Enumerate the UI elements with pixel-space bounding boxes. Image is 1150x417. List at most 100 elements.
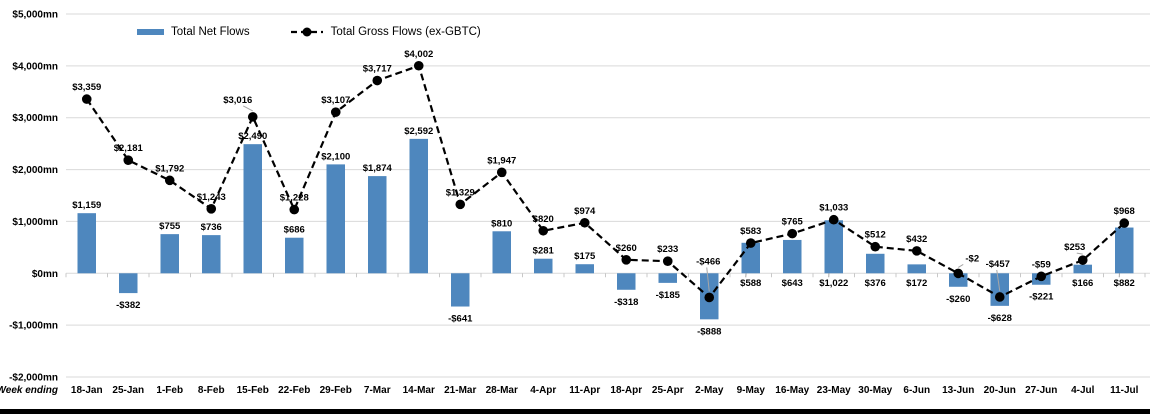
x-axis-tick-label: 23-May xyxy=(817,385,851,396)
marker-23-May[interactable] xyxy=(828,214,839,225)
bar-label: -$221 xyxy=(1029,292,1054,303)
x-axis-tick-label: 13-Jun xyxy=(942,385,974,396)
legend-item-total-net-flows[interactable]: Total Net Flows xyxy=(137,26,250,38)
bar-21-Mar[interactable] xyxy=(451,273,470,307)
marker-2-May[interactable] xyxy=(704,292,715,303)
x-axis-tick-label: 18-Apr xyxy=(610,385,642,396)
marker-18-Jan[interactable] xyxy=(81,94,92,104)
line-label-leader xyxy=(996,269,1001,292)
marker-1-Feb[interactable] xyxy=(164,175,175,186)
bar-23-May[interactable] xyxy=(824,220,844,274)
bar-11-Apr[interactable] xyxy=(575,264,595,274)
line-label: $4,002 xyxy=(404,49,433,60)
marker-11-Jul[interactable] xyxy=(1119,218,1130,228)
line-label: $1,228 xyxy=(280,193,309,204)
bar-11-Jul[interactable] xyxy=(1115,227,1134,274)
bar-30-May[interactable] xyxy=(866,253,885,274)
bar-15-Feb[interactable] xyxy=(243,144,263,274)
bar-label: $172 xyxy=(906,278,927,289)
line-label: $1,033 xyxy=(819,203,848,214)
line-label: $3,359 xyxy=(72,82,101,93)
bar-series-swatch xyxy=(137,29,164,35)
line-label: $3,717 xyxy=(363,64,392,75)
marker-28-Mar[interactable] xyxy=(496,167,507,178)
bar-label: $588 xyxy=(740,278,761,289)
marker-7-Mar[interactable] xyxy=(372,75,383,86)
marker-27-Jun[interactable] xyxy=(1036,271,1047,282)
legend-label-total-net-flows: Total Net Flows xyxy=(171,26,250,38)
bar-25-Jan[interactable] xyxy=(119,273,138,294)
bar-14-Mar[interactable] xyxy=(409,138,429,274)
x-axis-tick-label: 4-Apr xyxy=(530,385,556,396)
marker-9-May[interactable] xyxy=(745,238,756,248)
bar-label: $755 xyxy=(159,221,181,232)
bar-9-May[interactable] xyxy=(741,242,761,274)
marker-18-Apr[interactable] xyxy=(621,255,632,265)
marker-8-Feb[interactable] xyxy=(206,204,217,214)
x-axis-tick-label: 2-May xyxy=(695,385,724,396)
x-axis-tick-label: 25-Apr xyxy=(652,385,684,396)
bar-label: $175 xyxy=(574,251,596,262)
marker-15-Feb[interactable] xyxy=(247,112,258,122)
line-label: $3,107 xyxy=(321,95,350,106)
bar-8-Feb[interactable] xyxy=(202,235,221,274)
bar-28-Mar[interactable] xyxy=(492,231,512,274)
x-axis-tick-label: 16-May xyxy=(775,385,809,396)
x-axis-tick-label: 29-Feb xyxy=(320,385,352,396)
bar-22-Feb[interactable] xyxy=(285,237,304,274)
bar-label: $1,159 xyxy=(72,200,101,211)
marker-13-Jun[interactable] xyxy=(953,268,964,279)
marker-21-Mar[interactable] xyxy=(455,199,466,210)
bar-label: -$185 xyxy=(656,290,681,301)
line-label: $583 xyxy=(740,226,761,237)
y-axis-tick-label: $1,000mn xyxy=(12,217,58,228)
marker-25-Jan[interactable] xyxy=(123,155,134,165)
line-label: $1,947 xyxy=(487,155,516,166)
line-label: -$457 xyxy=(986,259,1010,270)
marker-20-Jun[interactable] xyxy=(994,292,1005,302)
marker-25-Apr[interactable] xyxy=(662,256,673,267)
bar-29-Feb[interactable] xyxy=(326,164,346,274)
line-label-leader xyxy=(957,263,964,268)
bar-label: -$888 xyxy=(697,326,721,337)
marker-30-May[interactable] xyxy=(870,241,881,252)
legend-item-total-gross-flows[interactable]: Total Gross Flows (ex-GBTC) xyxy=(290,26,481,38)
marker-4-Jul[interactable] xyxy=(1077,255,1088,265)
marker-4-Apr[interactable] xyxy=(538,225,549,236)
marker-14-Mar[interactable] xyxy=(413,60,424,71)
bar-label: $882 xyxy=(1114,278,1135,289)
bar-18-Apr[interactable] xyxy=(617,273,636,290)
bar-label: -$260 xyxy=(946,294,970,305)
bar-18-Jan[interactable] xyxy=(77,213,97,274)
line-label: $233 xyxy=(657,244,678,255)
x-axis-tick-label: 6-Jun xyxy=(903,385,930,396)
bar-4-Apr[interactable] xyxy=(534,258,553,274)
line-label: $512 xyxy=(865,230,886,241)
marker-11-Apr[interactable] xyxy=(579,217,590,228)
marker-29-Feb[interactable] xyxy=(330,107,341,117)
line-label: $765 xyxy=(782,217,804,228)
line-label: $432 xyxy=(906,234,927,245)
bar-6-Jun[interactable] xyxy=(907,264,927,274)
marker-22-Feb[interactable] xyxy=(289,204,300,215)
bar-16-May[interactable] xyxy=(783,239,802,274)
bar-25-Apr[interactable] xyxy=(658,273,678,283)
marker-16-May[interactable] xyxy=(787,228,798,239)
y-axis-tick-label: -$2,000mn xyxy=(9,373,58,384)
bar-4-Jul[interactable] xyxy=(1073,264,1093,274)
bar-label: $1,022 xyxy=(819,278,848,289)
bar-label: -$628 xyxy=(988,313,1012,324)
marker-6-Jun[interactable] xyxy=(911,246,922,256)
bar-7-Mar[interactable] xyxy=(368,176,387,274)
x-axis-title: Week ending xyxy=(0,385,58,396)
x-axis-tick-label: 28-Mar xyxy=(486,385,518,396)
bar-label: $281 xyxy=(533,246,555,257)
bar-label: $166 xyxy=(1072,278,1093,289)
x-axis-tick-label: 8-Feb xyxy=(198,385,225,396)
line-label: $968 xyxy=(1114,206,1135,217)
y-axis-tick-label: -$1,000mn xyxy=(9,321,58,332)
bar-label: -$318 xyxy=(614,297,638,308)
bar-1-Feb[interactable] xyxy=(160,234,180,274)
y-axis-tick-label: $5,000mn xyxy=(12,10,58,21)
